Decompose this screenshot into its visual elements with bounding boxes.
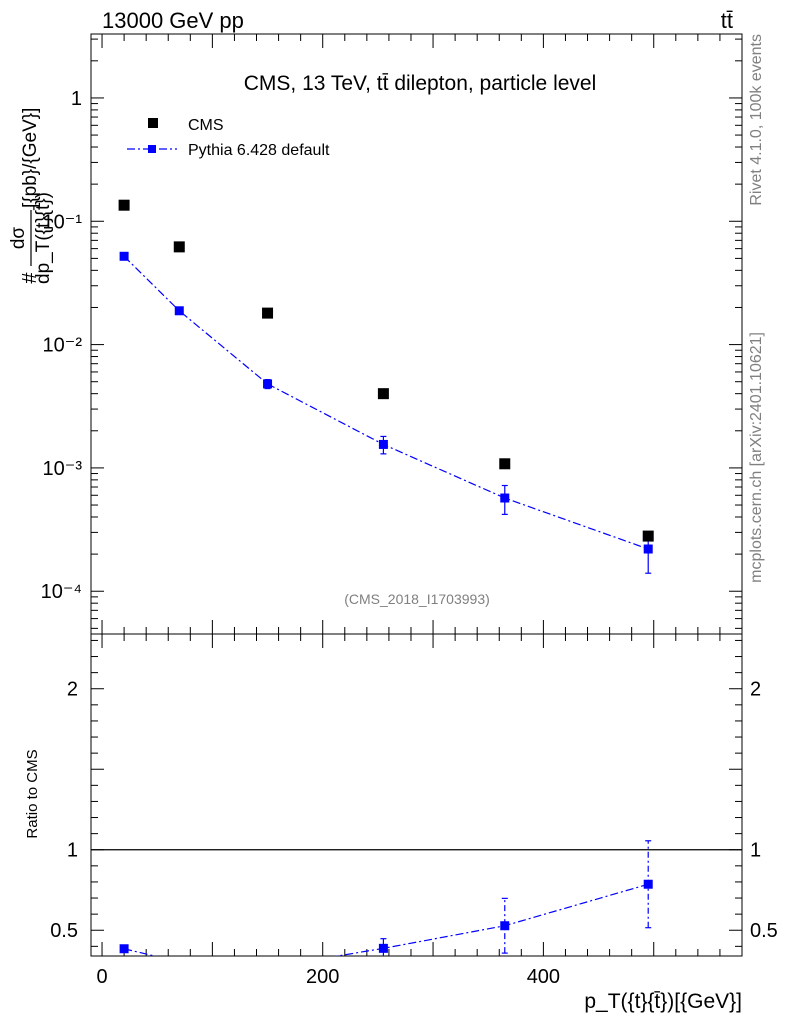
pythia-point — [500, 493, 510, 503]
cms-point — [262, 307, 274, 319]
main-ytick-label: 10⁻³ — [43, 458, 83, 480]
legend: CMS Pythia 6.428 default — [127, 117, 330, 159]
main-ticks: 1 10⁻¹ 10⁻² 10⁻³ 10⁻⁴ — [41, 34, 742, 634]
cms-point — [118, 199, 130, 211]
legend-cms-marker — [148, 118, 158, 128]
legend-cms-label: CMS — [188, 117, 224, 134]
ratio-ytick-label-left: 1 — [67, 840, 78, 862]
header-left-label: 13000 GeV pp — [102, 8, 244, 33]
ratio-pythia-point — [175, 957, 184, 966]
pythia-point — [174, 306, 184, 316]
xtick-label: 0 — [96, 966, 107, 988]
ratio-ytick-label-left: 0.5 — [50, 920, 78, 942]
ratio-ytick-label-left: 2 — [67, 679, 78, 701]
legend-pythia-marker — [148, 145, 156, 153]
main-ytick-label: 10⁻⁴ — [41, 581, 82, 603]
ylabel-prefix: # — [19, 272, 41, 284]
ratio-frame — [90, 633, 743, 957]
pythia-line — [123, 255, 649, 550]
cms-point — [173, 241, 185, 253]
analysis-id-label: (CMS_2018_I1703993) — [344, 591, 490, 607]
rivet-label: Rivet 4.1.0, 100k events — [748, 34, 765, 206]
chart-title: CMS, 13 TeV, tt̄ dilepton, particle leve… — [244, 72, 597, 95]
ratio-ytick-label-right: 0.5 — [750, 920, 778, 942]
main-ylabel: # dσ dp_T({t}{t̄}) [{pb}/{GeV}] — [8, 108, 54, 284]
pythia-point — [263, 379, 273, 389]
header-right-label: tt̄ — [721, 8, 733, 33]
xtick-label: 400 — [527, 966, 560, 988]
pythia-point — [119, 251, 129, 261]
ratio-pythia-point — [500, 921, 510, 931]
mcplots-label: mcplots.cern.ch [arXiv:2401.10621] — [748, 332, 765, 583]
main-panel: 1 10⁻¹ 10⁻² 10⁻³ 10⁻⁴ CMS, 13 TeV, tt̄ dilep… — [8, 33, 743, 635]
cms-point — [642, 530, 654, 542]
main-marks — [118, 199, 654, 574]
ratio-pythia-point — [119, 944, 129, 954]
main-ytick-label: 10⁻¹ — [43, 211, 83, 233]
ratio-ylabel: Ratio to CMS — [24, 749, 41, 838]
xlabel: p_T({t}{t̄})[{GeV}] — [584, 990, 742, 1013]
ratio-pythia-point — [643, 879, 653, 889]
ylabel-suffix: [{pb}/{GeV}] — [20, 108, 41, 208]
ratio-ticks: 0.5 0.5 1 1 2 2 0 200 400 — [50, 634, 778, 988]
cms-point — [499, 458, 511, 470]
ratio-series — [119, 840, 653, 972]
ratio-pythia-point — [263, 963, 272, 972]
ratio-ytick-label-right: 1 — [750, 840, 761, 862]
ratio-marks — [91, 840, 742, 972]
ratio-ytick-label-right: 2 — [750, 679, 761, 701]
ratio-pythia-point — [378, 943, 388, 953]
ratio-pythia-line — [123, 883, 649, 956]
pythia-point — [643, 544, 653, 554]
cms-point — [377, 388, 389, 400]
pythia-point — [378, 439, 388, 449]
ylabel-numerator: dσ — [8, 227, 29, 250]
main-ytick-label: 10⁻² — [43, 335, 83, 357]
ylabel-denominator: dp_T({t}{t̄}) — [33, 192, 54, 284]
ratio-panel: 0.5 0.5 1 1 2 2 0 200 400 Ratio to CMS p_T({t}{t… — [24, 633, 778, 1013]
legend-pythia-label: Pythia 6.428 default — [188, 142, 330, 159]
main-ytick-label: 1 — [71, 88, 82, 110]
xtick-label: 200 — [306, 966, 339, 988]
